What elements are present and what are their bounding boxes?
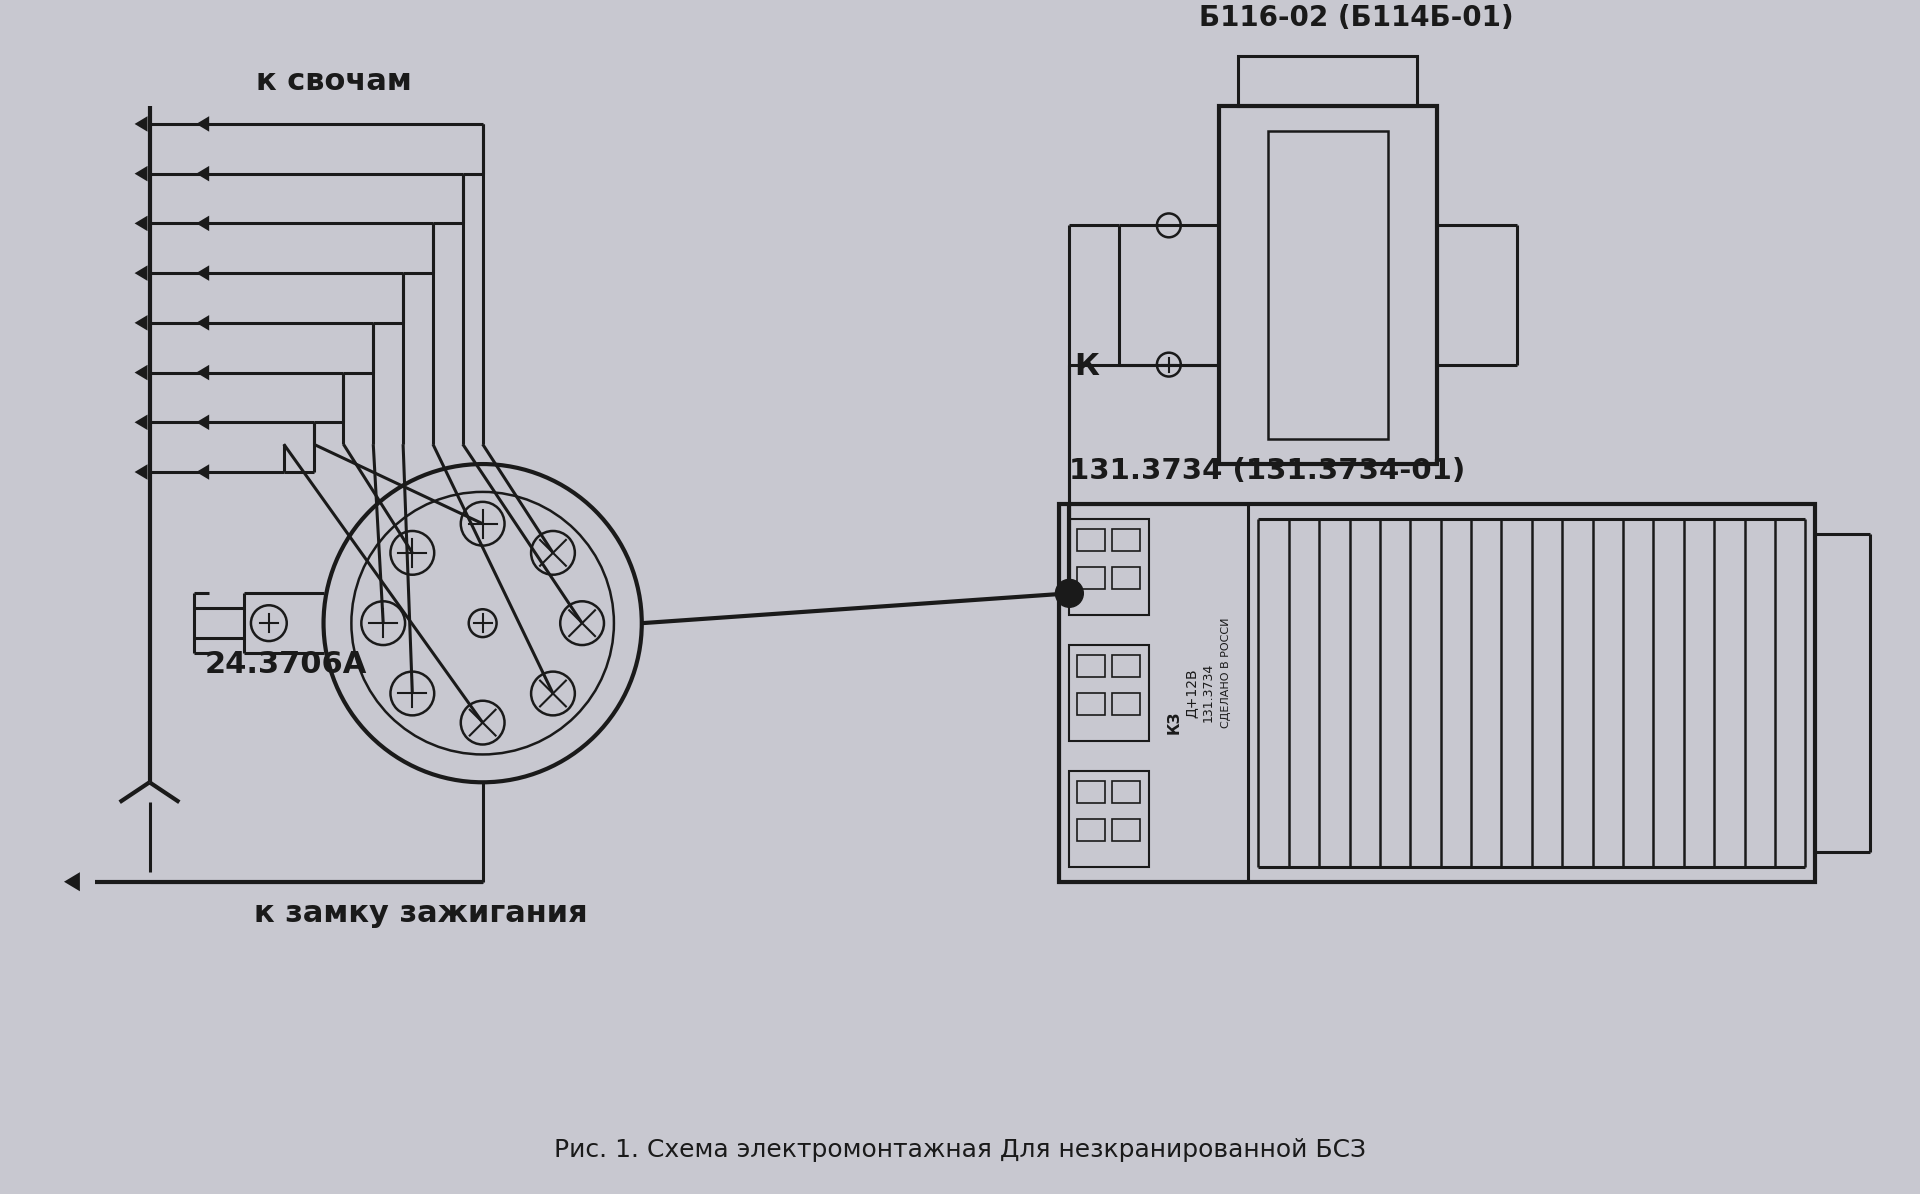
Text: 24.3706А: 24.3706А — [204, 650, 367, 679]
Polygon shape — [134, 265, 148, 281]
Bar — [1112, 654, 1140, 677]
Polygon shape — [134, 315, 148, 331]
Bar — [1069, 518, 1148, 615]
Text: 131.3734 (131.3734-01): 131.3734 (131.3734-01) — [1069, 457, 1465, 485]
Polygon shape — [196, 216, 209, 232]
Text: к свочам: к свочам — [255, 67, 411, 96]
Bar — [1112, 693, 1140, 715]
Polygon shape — [196, 365, 209, 381]
Text: 131.3734: 131.3734 — [1202, 663, 1215, 722]
Polygon shape — [196, 464, 209, 480]
Bar — [1219, 106, 1438, 464]
Text: КЗ: КЗ — [1165, 710, 1181, 734]
Bar — [1077, 529, 1106, 550]
Polygon shape — [196, 116, 209, 131]
Bar — [1112, 819, 1140, 841]
Polygon shape — [196, 166, 209, 181]
Polygon shape — [134, 166, 148, 181]
Text: К: К — [1075, 351, 1100, 381]
Bar — [1077, 693, 1106, 715]
Bar — [1069, 645, 1148, 740]
Polygon shape — [196, 315, 209, 331]
Bar — [1077, 819, 1106, 841]
Text: Д+12В: Д+12В — [1185, 667, 1198, 718]
Bar — [1077, 567, 1106, 589]
Bar — [1069, 770, 1148, 867]
Bar — [1060, 504, 1248, 881]
Bar — [1077, 654, 1106, 677]
Circle shape — [1056, 579, 1083, 608]
Polygon shape — [63, 872, 81, 891]
Text: Рис. 1. Схема электромонтажная Для незкранированной БСЗ: Рис. 1. Схема электромонтажная Для незкр… — [555, 1138, 1365, 1162]
Polygon shape — [134, 116, 148, 131]
Polygon shape — [196, 414, 209, 430]
Bar — [1269, 131, 1388, 439]
Text: к замку зажигания: к замку зажигания — [253, 899, 588, 928]
Text: СДЕЛАНО В РОССИ: СДЕЛАНО В РОССИ — [1221, 617, 1231, 728]
Bar — [1060, 504, 1814, 881]
Polygon shape — [134, 216, 148, 232]
Polygon shape — [134, 365, 148, 381]
Bar — [1112, 567, 1140, 589]
Bar — [1238, 56, 1417, 106]
Polygon shape — [196, 265, 209, 281]
Text: Б116-02 (Б114Б-01): Б116-02 (Б114Б-01) — [1198, 5, 1513, 32]
Bar — [1112, 781, 1140, 802]
Polygon shape — [134, 414, 148, 430]
Bar — [1077, 781, 1106, 802]
Polygon shape — [134, 464, 148, 480]
Bar — [1112, 529, 1140, 550]
